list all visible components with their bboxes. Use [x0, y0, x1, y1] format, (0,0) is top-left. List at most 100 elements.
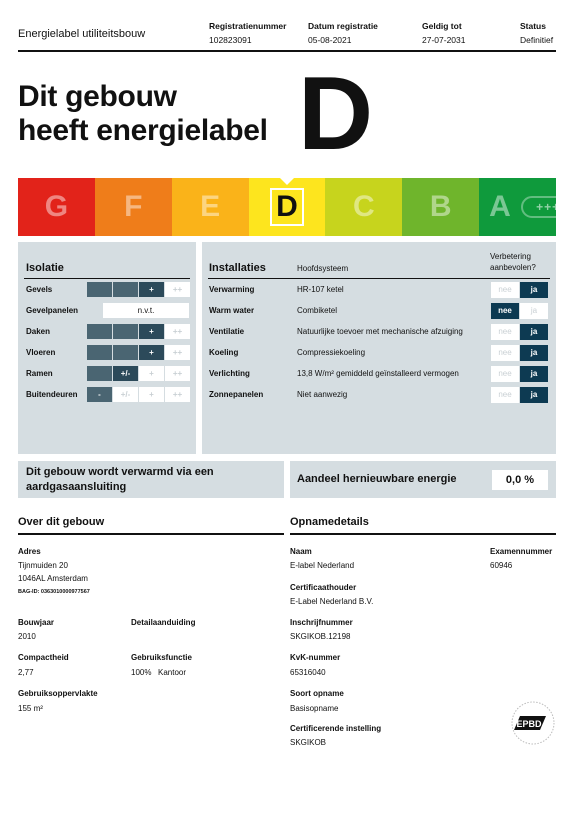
installation-row-ventilatie: Ventilatie Natuurlijke toevoer met mecha…: [209, 323, 549, 340]
no-option: nee: [491, 365, 519, 382]
scale-plus-box: +++++: [521, 196, 575, 218]
installation-system: Natuurlijke toevoer met mechanische afzu…: [297, 327, 463, 336]
valid-until-label: Geldig tot: [422, 21, 462, 31]
installation-system: 13,8 W/m² gemiddeld geïnstalleerd vermog…: [297, 369, 459, 378]
installation-label: Warm water: [209, 306, 255, 315]
insulation-row-label: Gevels: [26, 284, 53, 294]
installation-system: Niet aanwezig: [297, 390, 348, 399]
insulation-row-gevels: Gevels + ++: [26, 281, 190, 297]
registration-date-value: 05-08-2021: [308, 35, 352, 45]
insulation-row-label: Daken: [26, 326, 51, 336]
yes-option-selected: ja: [520, 344, 548, 361]
rating-cells: +/- + ++: [87, 365, 190, 381]
rating-cells: + ++: [87, 344, 190, 360]
improvement-indicator: nee ja: [491, 281, 548, 298]
insulation-row-label: Vloeren: [26, 347, 56, 357]
epbd-logo-text: EPBD: [516, 719, 542, 729]
improvement-indicator: nee ja: [491, 302, 548, 319]
registration-date-block: Datum registratie 05-08-2021: [308, 21, 378, 45]
insulation-row-vloeren: Vloeren + ++: [26, 344, 190, 360]
rating-cells: - +/- + ++: [87, 386, 190, 402]
rating-cell: [87, 365, 112, 381]
scale-segment-a: A +++++: [479, 178, 575, 236]
status-label: Status: [520, 21, 546, 31]
address-label: Adres: [18, 547, 41, 556]
registration-number-label: Registratienummer: [209, 21, 287, 31]
installation-label: Verwarming: [209, 285, 255, 294]
building-section-divider: [18, 533, 284, 535]
no-option: nee: [491, 323, 519, 340]
valid-until-block: Geldig tot 27-07-2031: [422, 21, 465, 45]
survey-type-value: Basisopname: [290, 704, 339, 713]
gas-connection-panel: Dit gebouw wordt verwarmd via een aardga…: [18, 461, 284, 498]
rating-cell-selected: +/-: [113, 365, 138, 381]
name-value: E-label Nederland: [290, 561, 355, 570]
status-block: Status Definitief: [520, 21, 553, 45]
scale-letter-f: F: [124, 190, 143, 223]
registration-number-value: 102823091: [209, 35, 252, 45]
bag-id: BAG-ID: 0363010000977567: [18, 589, 90, 595]
insulation-row-buitendeuren: Buitendeuren - +/- + ++: [26, 386, 190, 402]
document-title: Energielabel utiliteitsbouw: [18, 28, 146, 40]
installation-row-verwarming: Verwarming HR-107 ketel nee ja: [209, 281, 549, 298]
headline-line-1: Dit gebouw: [18, 80, 177, 113]
rating-cell: [87, 323, 112, 339]
construction-year-value: 2010: [18, 632, 36, 641]
rating-cell: +: [139, 386, 164, 402]
registration-id-value: SKGIKOB.12198: [290, 632, 351, 641]
rating-cell-selected: -: [87, 386, 112, 402]
installations-divider: [208, 278, 550, 279]
scale-segment-e: E: [171, 178, 249, 236]
installations-title: Installaties: [209, 262, 266, 274]
certifying-body-value: SKGIKOB: [290, 738, 327, 747]
yes-option: ja: [520, 302, 548, 319]
installation-row-warm-water: Warm water Combiketel nee ja: [209, 302, 549, 319]
rating-cell-selected: +: [139, 281, 164, 297]
certifying-body-label: Certificerende instelling: [290, 724, 382, 733]
scale-letter-e: E: [200, 190, 221, 223]
scale-letter-g: G: [44, 190, 69, 223]
rating-cell-selected: +: [139, 323, 164, 339]
yes-option-selected: ja: [520, 281, 548, 298]
scale-letter-a: A: [489, 190, 511, 223]
rating-cells: n.v.t.: [103, 302, 189, 318]
installations-panel: Installaties Hoofdsysteem Verbetering aa…: [202, 242, 556, 454]
yes-option-selected: ja: [520, 323, 548, 340]
gas-line-1: Dit gebouw wordt verwarmd via een: [26, 466, 214, 478]
installation-row-zonnepanelen: Zonnepanelen Niet aanwezig nee ja: [209, 386, 549, 403]
usable-area-value: 155 m²: [18, 704, 43, 713]
installation-row-koeling: Koeling Compressiekoeling nee ja: [209, 344, 549, 361]
scale-segment-c: C: [325, 178, 403, 236]
yes-option-selected: ja: [520, 365, 548, 382]
status-value: Definitief: [520, 35, 554, 45]
installation-row-verlichting: Verlichting 13,8 W/m² gemiddeld geïnstal…: [209, 365, 549, 382]
scale-letter-b: B: [429, 190, 452, 223]
headline-line-2: heeft energielabel: [18, 114, 268, 147]
renewable-energy-value: 0,0 %: [492, 470, 548, 490]
insulation-row-label: Ramen: [26, 368, 53, 378]
survey-section-title: Opnamedetails: [290, 516, 369, 528]
no-option: nee: [491, 344, 519, 361]
compactness-label: Compactheid: [18, 653, 69, 662]
insulation-row-gevelpanelen: Gevelpanelen n.v.t.: [26, 302, 190, 318]
detail-designation-label: Detailaanduiding: [131, 618, 196, 627]
not-applicable-cell: n.v.t.: [103, 302, 189, 318]
scale-segment-f: F: [94, 178, 172, 236]
rating-cell: [87, 281, 112, 297]
rating-cell: ++: [165, 365, 190, 381]
no-option: nee: [491, 281, 519, 298]
installation-system: Compressiekoeling: [297, 348, 366, 357]
scale-letter-d: D: [270, 188, 304, 226]
name-label: Naam: [290, 547, 312, 556]
rating-cells: + ++: [87, 323, 190, 339]
insulation-divider: [24, 278, 190, 279]
rating-cell: +: [139, 365, 164, 381]
epbd-logo-icon: EPBD: [510, 700, 556, 746]
address-line-2: 1046AL Amsterdam: [18, 574, 88, 583]
gas-connection-text: Dit gebouw wordt verwarmd via een aardga…: [26, 465, 214, 494]
improvement-indicator: nee ja: [491, 386, 548, 403]
rating-cell: ++: [165, 281, 190, 297]
installation-system: HR-107 ketel: [297, 285, 344, 294]
kvk-number-value: 65316040: [290, 668, 326, 677]
insulation-row-ramen: Ramen +/- + ++: [26, 365, 190, 381]
